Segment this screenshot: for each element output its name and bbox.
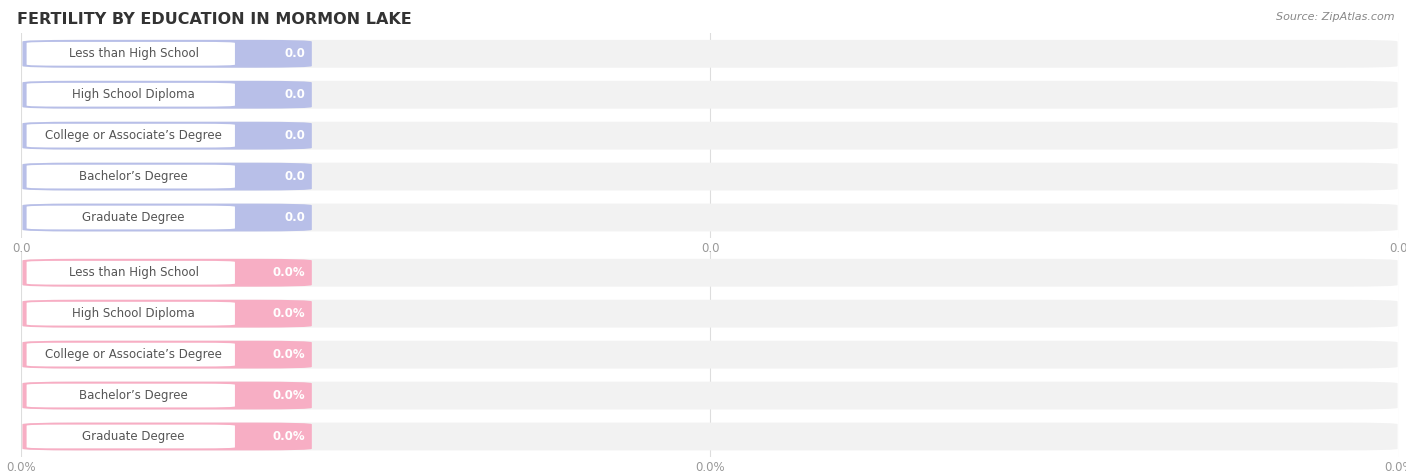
FancyBboxPatch shape: [25, 383, 302, 408]
FancyBboxPatch shape: [27, 343, 235, 367]
FancyBboxPatch shape: [22, 163, 312, 190]
Text: Graduate Degree: Graduate Degree: [83, 211, 184, 224]
FancyBboxPatch shape: [22, 259, 1398, 287]
Text: High School Diploma: High School Diploma: [72, 88, 195, 101]
FancyBboxPatch shape: [27, 42, 235, 66]
Text: 0.0: 0.0: [284, 211, 305, 224]
FancyBboxPatch shape: [22, 259, 312, 287]
Text: 0.0%: 0.0%: [273, 389, 305, 402]
FancyBboxPatch shape: [27, 425, 235, 448]
FancyBboxPatch shape: [27, 261, 235, 285]
Text: Graduate Degree: Graduate Degree: [83, 430, 184, 443]
Text: 0.0: 0.0: [284, 88, 305, 101]
FancyBboxPatch shape: [22, 341, 1398, 368]
Text: 0.0%: 0.0%: [273, 307, 305, 320]
FancyBboxPatch shape: [22, 300, 312, 327]
FancyBboxPatch shape: [25, 342, 302, 367]
FancyBboxPatch shape: [25, 301, 302, 326]
FancyBboxPatch shape: [25, 260, 302, 285]
Text: 0.0%: 0.0%: [273, 348, 305, 361]
Text: Source: ZipAtlas.com: Source: ZipAtlas.com: [1277, 12, 1395, 22]
Text: 0.0%: 0.0%: [273, 430, 305, 443]
FancyBboxPatch shape: [27, 302, 235, 326]
FancyBboxPatch shape: [22, 423, 312, 450]
FancyBboxPatch shape: [27, 124, 235, 148]
FancyBboxPatch shape: [22, 423, 1398, 450]
FancyBboxPatch shape: [27, 165, 235, 188]
FancyBboxPatch shape: [27, 206, 235, 229]
FancyBboxPatch shape: [22, 81, 1398, 109]
FancyBboxPatch shape: [22, 81, 312, 109]
FancyBboxPatch shape: [22, 382, 312, 409]
Text: High School Diploma: High School Diploma: [72, 307, 195, 320]
FancyBboxPatch shape: [25, 123, 302, 148]
FancyBboxPatch shape: [27, 384, 235, 407]
Text: FERTILITY BY EDUCATION IN MORMON LAKE: FERTILITY BY EDUCATION IN MORMON LAKE: [17, 12, 412, 27]
FancyBboxPatch shape: [22, 122, 312, 149]
Text: Less than High School: Less than High School: [69, 47, 198, 60]
Text: 0.0: 0.0: [284, 47, 305, 60]
FancyBboxPatch shape: [25, 424, 302, 449]
Text: 0.0: 0.0: [284, 170, 305, 183]
FancyBboxPatch shape: [22, 163, 1398, 190]
FancyBboxPatch shape: [22, 341, 312, 368]
FancyBboxPatch shape: [25, 41, 302, 66]
FancyBboxPatch shape: [25, 205, 302, 230]
FancyBboxPatch shape: [22, 204, 1398, 231]
FancyBboxPatch shape: [22, 122, 1398, 149]
FancyBboxPatch shape: [22, 300, 1398, 327]
FancyBboxPatch shape: [22, 40, 1398, 68]
FancyBboxPatch shape: [22, 40, 312, 68]
Text: 0.0: 0.0: [284, 129, 305, 142]
Text: Bachelor’s Degree: Bachelor’s Degree: [79, 170, 188, 183]
FancyBboxPatch shape: [25, 82, 302, 107]
Text: 0.0%: 0.0%: [273, 266, 305, 279]
FancyBboxPatch shape: [22, 382, 1398, 409]
Text: College or Associate’s Degree: College or Associate’s Degree: [45, 129, 222, 142]
FancyBboxPatch shape: [25, 164, 302, 189]
Text: College or Associate’s Degree: College or Associate’s Degree: [45, 348, 222, 361]
FancyBboxPatch shape: [27, 83, 235, 107]
FancyBboxPatch shape: [22, 204, 312, 231]
Text: Less than High School: Less than High School: [69, 266, 198, 279]
Text: Bachelor’s Degree: Bachelor’s Degree: [79, 389, 188, 402]
